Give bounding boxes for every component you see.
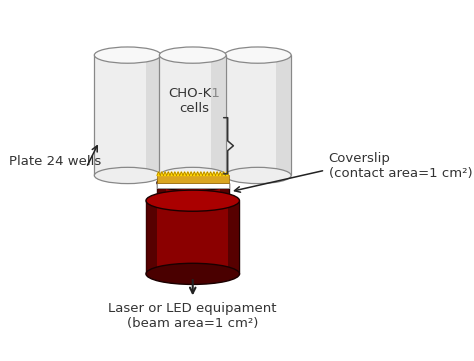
Polygon shape: [206, 172, 209, 175]
Polygon shape: [190, 172, 193, 175]
Polygon shape: [160, 172, 164, 175]
Bar: [146, 201, 157, 274]
Polygon shape: [202, 172, 206, 175]
Polygon shape: [157, 172, 160, 175]
Text: Plate 24 wells: Plate 24 wells: [9, 155, 101, 168]
Ellipse shape: [157, 175, 228, 191]
Bar: [225, 55, 291, 175]
Polygon shape: [180, 172, 183, 175]
Polygon shape: [216, 172, 219, 175]
Bar: [157, 183, 228, 188]
Polygon shape: [225, 172, 228, 175]
Polygon shape: [183, 172, 186, 175]
Ellipse shape: [94, 168, 161, 184]
Polygon shape: [196, 172, 199, 175]
Ellipse shape: [225, 47, 291, 63]
Ellipse shape: [225, 168, 291, 184]
Polygon shape: [219, 172, 222, 175]
Polygon shape: [170, 172, 173, 175]
Polygon shape: [186, 172, 190, 175]
Text: Laser or LED equipament
(beam area=1 cm²): Laser or LED equipament (beam area=1 cm²…: [109, 301, 277, 330]
Polygon shape: [222, 172, 225, 175]
Ellipse shape: [146, 263, 239, 284]
Polygon shape: [167, 172, 170, 175]
Ellipse shape: [159, 47, 226, 63]
Bar: [94, 55, 161, 175]
Polygon shape: [176, 172, 180, 175]
Bar: [159, 55, 226, 175]
Polygon shape: [212, 172, 216, 175]
Text: CHO-K1
cells: CHO-K1 cells: [168, 87, 220, 115]
Polygon shape: [209, 172, 212, 175]
Polygon shape: [193, 172, 196, 175]
Bar: [157, 183, 165, 201]
Ellipse shape: [157, 192, 228, 209]
Ellipse shape: [146, 190, 239, 211]
Ellipse shape: [94, 47, 161, 63]
Bar: [228, 201, 239, 274]
Text: Coverslip
(contact area=1 cm²): Coverslip (contact area=1 cm²): [328, 152, 472, 180]
Bar: [157, 183, 228, 201]
Bar: [220, 183, 228, 201]
Bar: [211, 55, 226, 175]
Bar: [146, 201, 239, 274]
Bar: [146, 55, 161, 175]
Bar: [276, 55, 291, 175]
Polygon shape: [173, 172, 176, 175]
Ellipse shape: [159, 168, 226, 184]
Polygon shape: [164, 172, 167, 175]
Polygon shape: [199, 172, 202, 175]
Bar: [157, 175, 228, 183]
